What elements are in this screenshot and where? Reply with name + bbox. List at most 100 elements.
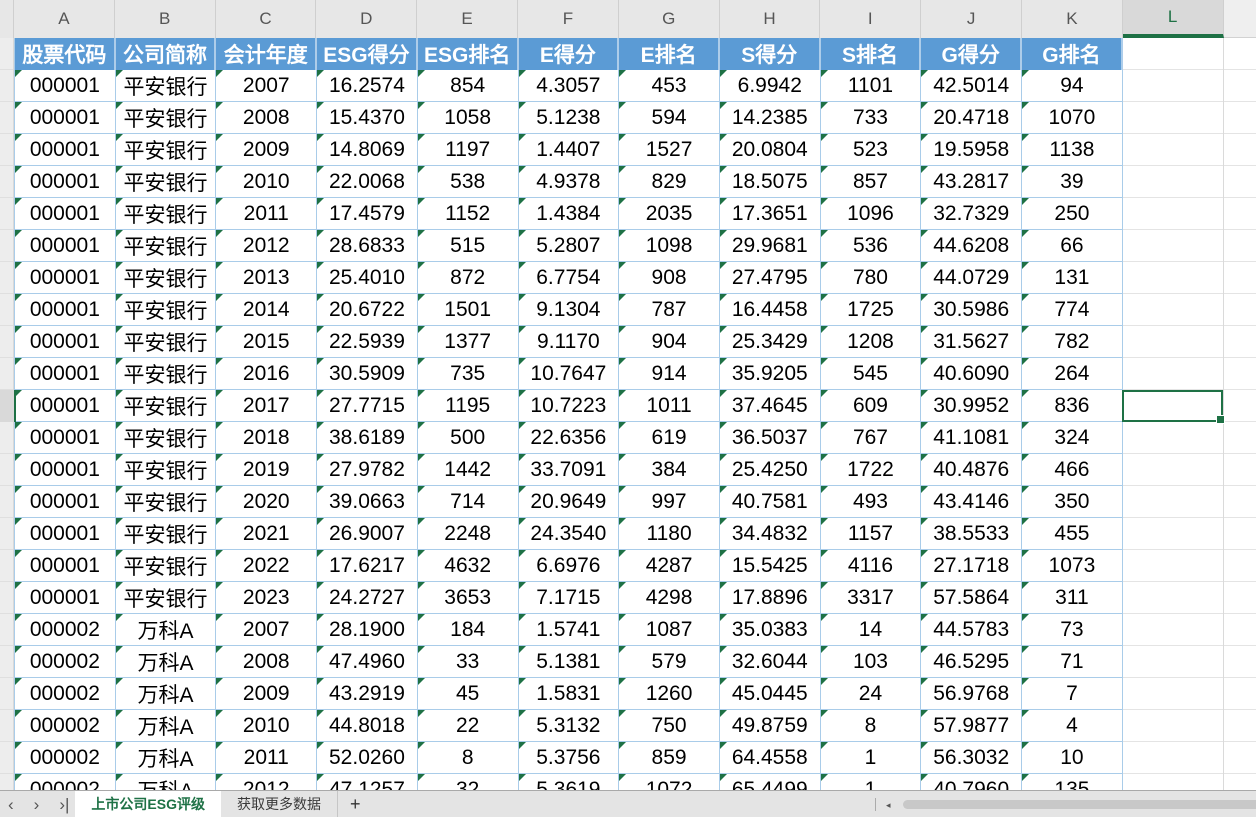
cell[interactable]: 32.6044 (719, 646, 821, 678)
cell[interactable]: 40.6090 (921, 358, 1023, 390)
cell[interactable]: 43.2817 (921, 166, 1023, 198)
cell[interactable]: 545 (820, 358, 922, 390)
cell[interactable]: 5.1238 (518, 102, 620, 134)
cell[interactable]: 28.1900 (317, 614, 418, 646)
cell[interactable]: 1180 (619, 518, 720, 550)
cell[interactable]: 1011 (619, 390, 720, 422)
cell[interactable]: 2010 (216, 166, 318, 198)
cell[interactable]: 平安银行 (115, 70, 217, 102)
sheet-nav-last-icon[interactable]: ›| (59, 794, 70, 814)
cell[interactable]: 14.2385 (719, 102, 821, 134)
cell[interactable]: 1.5831 (518, 678, 620, 710)
table-header-cell[interactable]: 会计年度 (216, 38, 318, 70)
cell[interactable]: 135 (1022, 774, 1123, 790)
cell[interactable]: 4 (1022, 710, 1123, 742)
cell[interactable]: 455 (1022, 518, 1123, 550)
cell[interactable]: 000002 (15, 742, 116, 774)
cell[interactable]: 904 (619, 326, 720, 358)
cell[interactable]: 42.5014 (921, 70, 1023, 102)
cell[interactable]: 30.5909 (317, 358, 418, 390)
table-header-cell[interactable]: S排名 (820, 38, 922, 70)
cell[interactable]: 4298 (619, 582, 720, 614)
table-header-cell[interactable]: ESG排名 (417, 38, 519, 70)
cell[interactable]: 17.6217 (317, 550, 418, 582)
cell[interactable]: 4632 (417, 550, 519, 582)
cell[interactable]: 1.4407 (518, 134, 620, 166)
cell[interactable]: 44.8018 (317, 710, 418, 742)
cell[interactable]: 872 (417, 262, 519, 294)
column-header-E[interactable]: E (417, 0, 518, 38)
cell[interactable]: 6.9942 (719, 70, 821, 102)
cell[interactable]: 平安银行 (115, 102, 217, 134)
cell[interactable]: 37.4645 (719, 390, 821, 422)
cell[interactable]: 26.9007 (317, 518, 418, 550)
sheet-tab-esg-ratings[interactable]: 上市公司ESG评级 (75, 791, 221, 817)
cell[interactable]: 2016 (216, 358, 318, 390)
cell[interactable]: 平安银行 (115, 390, 217, 422)
cell[interactable]: 20.6722 (317, 294, 418, 326)
cell[interactable]: 17.3651 (719, 198, 821, 230)
column-header-B[interactable]: B (115, 0, 216, 38)
cell[interactable]: 000001 (15, 326, 116, 358)
cell[interactable]: 3653 (417, 582, 519, 614)
cell[interactable]: 2019 (216, 454, 318, 486)
cell[interactable]: 29.9681 (719, 230, 821, 262)
cell[interactable]: 184 (417, 614, 519, 646)
cell[interactable]: 1.5741 (518, 614, 620, 646)
cell[interactable]: 1 (820, 774, 922, 790)
cell[interactable]: 1527 (619, 134, 720, 166)
cell[interactable]: 000001 (15, 198, 116, 230)
cell[interactable]: 44.5783 (921, 614, 1023, 646)
cell[interactable]: 000001 (15, 358, 116, 390)
cell[interactable]: 493 (820, 486, 922, 518)
cell[interactable]: 49.8759 (719, 710, 821, 742)
cell[interactable]: 32.7329 (921, 198, 1023, 230)
cell[interactable]: 9.1170 (518, 326, 620, 358)
cell[interactable]: 34.4832 (719, 518, 821, 550)
cell[interactable]: 594 (619, 102, 720, 134)
cell[interactable]: 1070 (1022, 102, 1123, 134)
cell[interactable]: 24.2727 (317, 582, 418, 614)
cell[interactable]: 45 (417, 678, 519, 710)
cell[interactable]: 15.5425 (719, 550, 821, 582)
cell[interactable]: 平安银行 (115, 262, 217, 294)
cell[interactable]: 350 (1022, 486, 1123, 518)
cell[interactable]: 000001 (15, 582, 116, 614)
cell[interactable]: 94 (1022, 70, 1123, 102)
cell[interactable]: 27.1718 (921, 550, 1023, 582)
cell[interactable]: 20.0804 (719, 134, 821, 166)
scroll-left-icon[interactable]: ◂ (886, 800, 891, 810)
cell[interactable]: 8 (417, 742, 519, 774)
cell[interactable]: 780 (820, 262, 922, 294)
cell[interactable]: 44.0729 (921, 262, 1023, 294)
cell[interactable]: 39.0663 (317, 486, 418, 518)
cell[interactable]: 859 (619, 742, 720, 774)
column-header-D[interactable]: D (316, 0, 418, 38)
cell[interactable]: 57.9877 (921, 710, 1023, 742)
cell[interactable]: 000001 (15, 134, 116, 166)
cell[interactable]: 4.9378 (518, 166, 620, 198)
cell[interactable]: 22.5939 (317, 326, 418, 358)
cell[interactable]: 31.5627 (921, 326, 1023, 358)
cell[interactable]: 平安银行 (115, 582, 217, 614)
cell[interactable]: 24.3540 (518, 518, 620, 550)
cell[interactable]: 1197 (417, 134, 519, 166)
cell[interactable]: 平安银行 (115, 198, 217, 230)
cell[interactable]: 311 (1022, 582, 1123, 614)
cell[interactable]: 56.3032 (921, 742, 1023, 774)
cell[interactable]: 4287 (619, 550, 720, 582)
cell[interactable]: 579 (619, 646, 720, 678)
cell[interactable]: 27.9782 (317, 454, 418, 486)
cell[interactable]: 47.4960 (317, 646, 418, 678)
cell[interactable]: 万科A (115, 678, 217, 710)
column-header-J[interactable]: J (921, 0, 1022, 38)
cell[interactable]: 914 (619, 358, 720, 390)
cell[interactable]: 5.1381 (518, 646, 620, 678)
cell[interactable]: 2007 (216, 70, 318, 102)
cell[interactable]: 2012 (216, 230, 318, 262)
cell[interactable]: 28.6833 (317, 230, 418, 262)
sheet-nav-prev-icon[interactable]: ‹ (8, 794, 14, 814)
cell[interactable]: 2023 (216, 582, 318, 614)
cell[interactable]: 609 (820, 390, 922, 422)
cell[interactable]: 500 (417, 422, 519, 454)
